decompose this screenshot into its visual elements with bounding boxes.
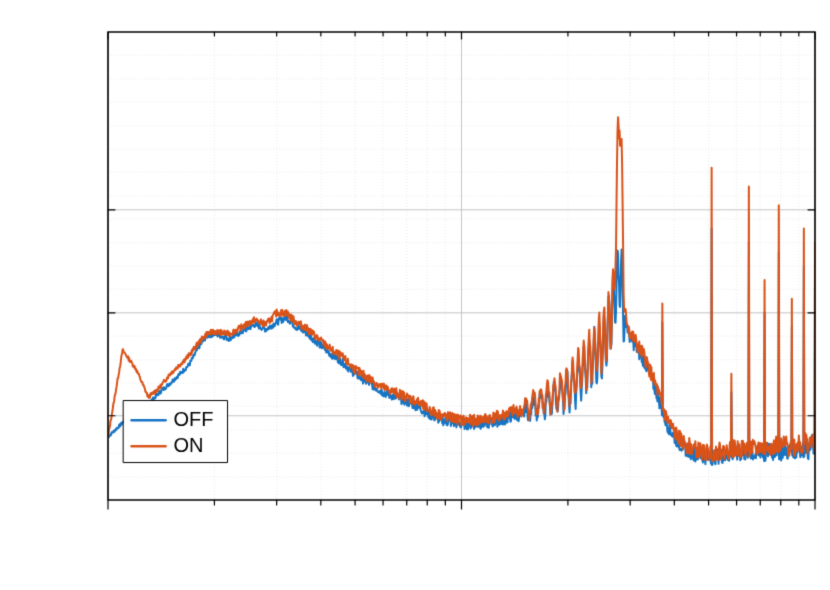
spectrum-chart (0, 0, 830, 590)
chart-container (0, 0, 830, 590)
